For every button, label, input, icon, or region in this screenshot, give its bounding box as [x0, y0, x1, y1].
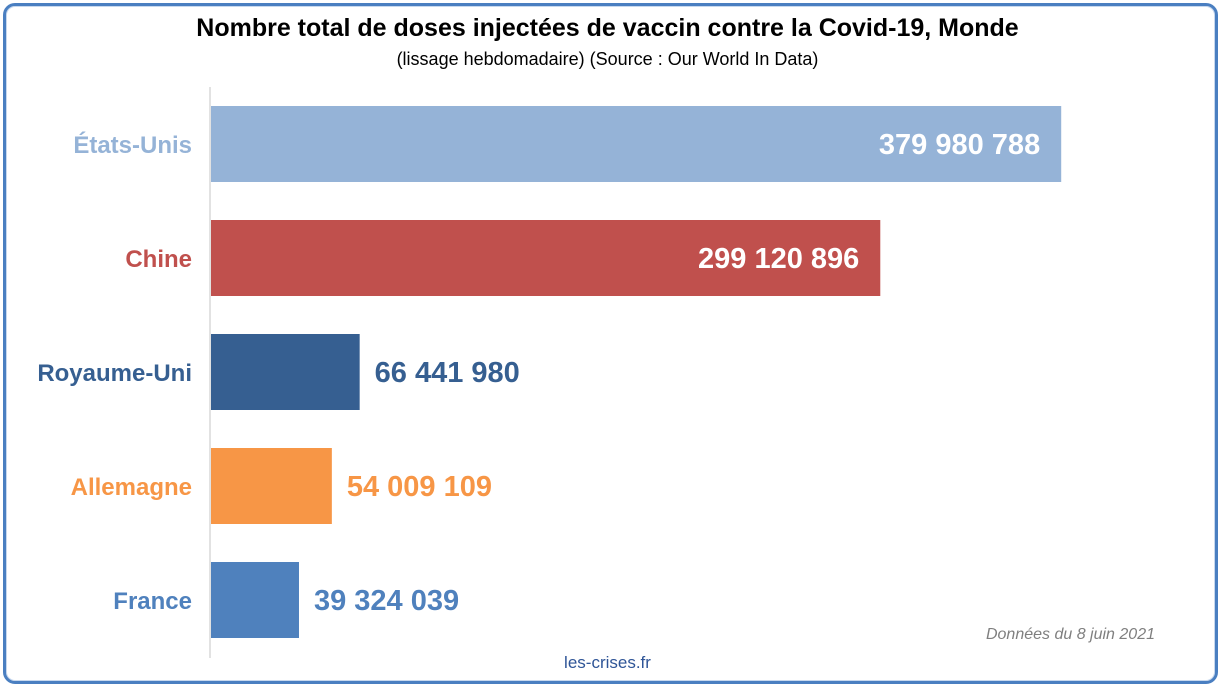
value-label-chine: 299 120 896 — [698, 243, 859, 275]
source-footer[interactable]: les-crises.fr — [564, 653, 651, 672]
category-label-royaume-uni: Royaume-Uni — [37, 360, 192, 387]
category-label-etats-unis: États-Unis — [73, 131, 192, 159]
category-label-france: France — [113, 588, 192, 615]
bar-france[interactable] — [211, 562, 299, 638]
data-date-note: Données du 8 juin 2021 — [985, 626, 1155, 643]
chart-title: Nombre total de doses injectées de vacci… — [196, 14, 1019, 42]
bar-royaume-uni[interactable] — [211, 334, 360, 410]
value-label-etats-unis: 379 980 788 — [879, 129, 1040, 161]
chart-subtitle: (lissage hebdomadaire) (Source : Our Wor… — [396, 49, 819, 69]
bar-chine[interactable] — [211, 220, 881, 296]
category-label-chine: Chine — [125, 246, 192, 273]
value-label-allemagne: 54 009 109 — [347, 471, 492, 503]
value-label-france: 39 324 039 — [314, 585, 459, 617]
bar-allemagne[interactable] — [211, 448, 332, 524]
bar-etats-unis[interactable] — [211, 106, 1062, 182]
category-label-allemagne: Allemagne — [71, 474, 192, 501]
value-label-royaume-uni: 66 441 980 — [375, 357, 520, 389]
